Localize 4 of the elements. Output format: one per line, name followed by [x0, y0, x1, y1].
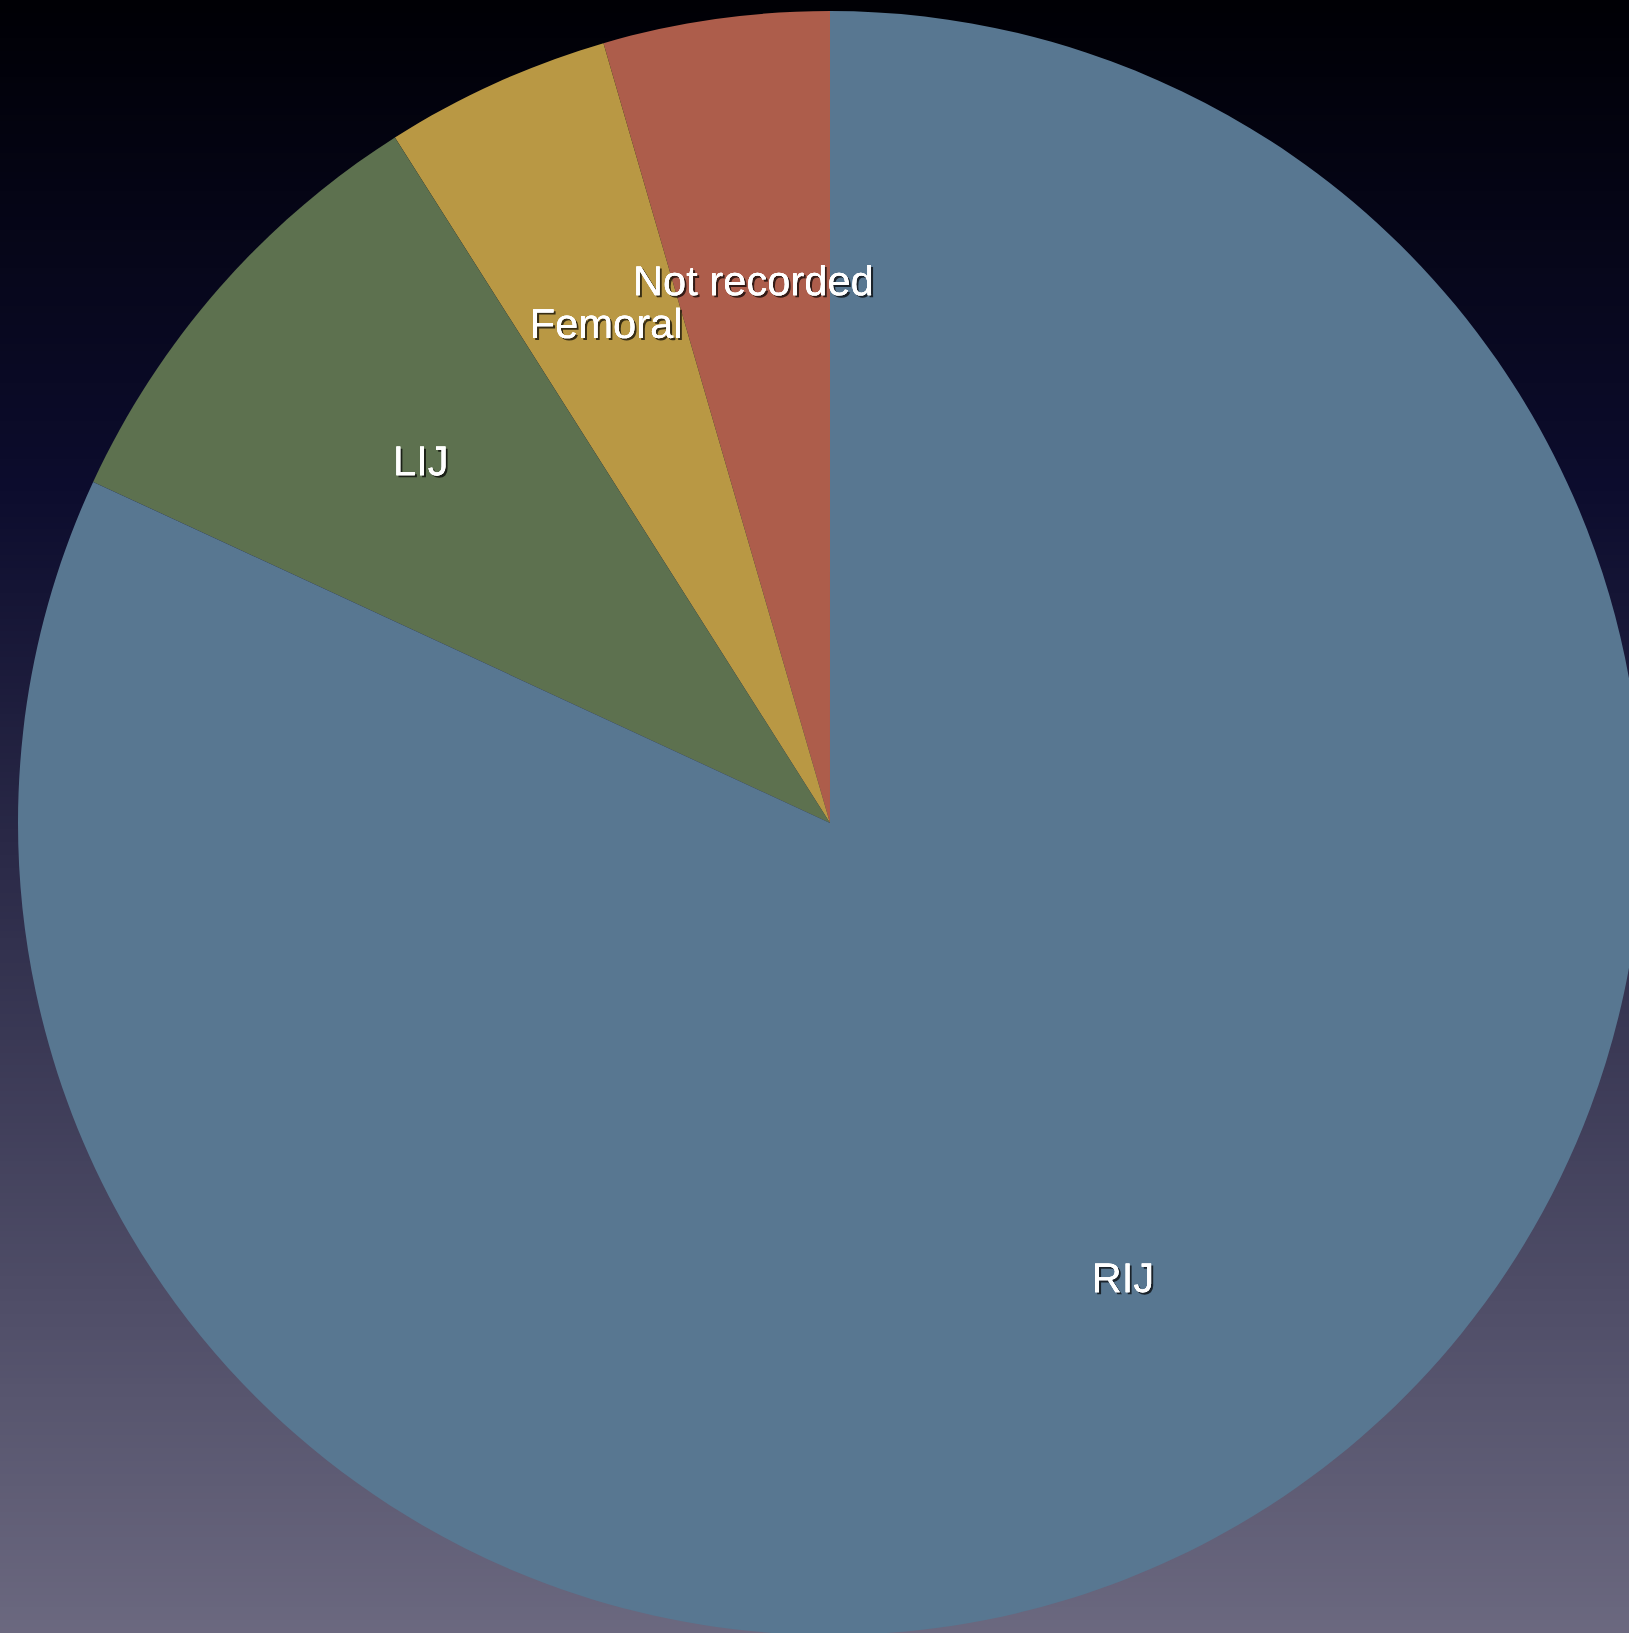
slice-label: LIJ — [396, 446, 448, 478]
slice-label: RIJ — [1095, 1263, 1154, 1295]
slice-label: Femoral — [533, 307, 682, 341]
slice-label: Not recorded — [636, 264, 874, 298]
